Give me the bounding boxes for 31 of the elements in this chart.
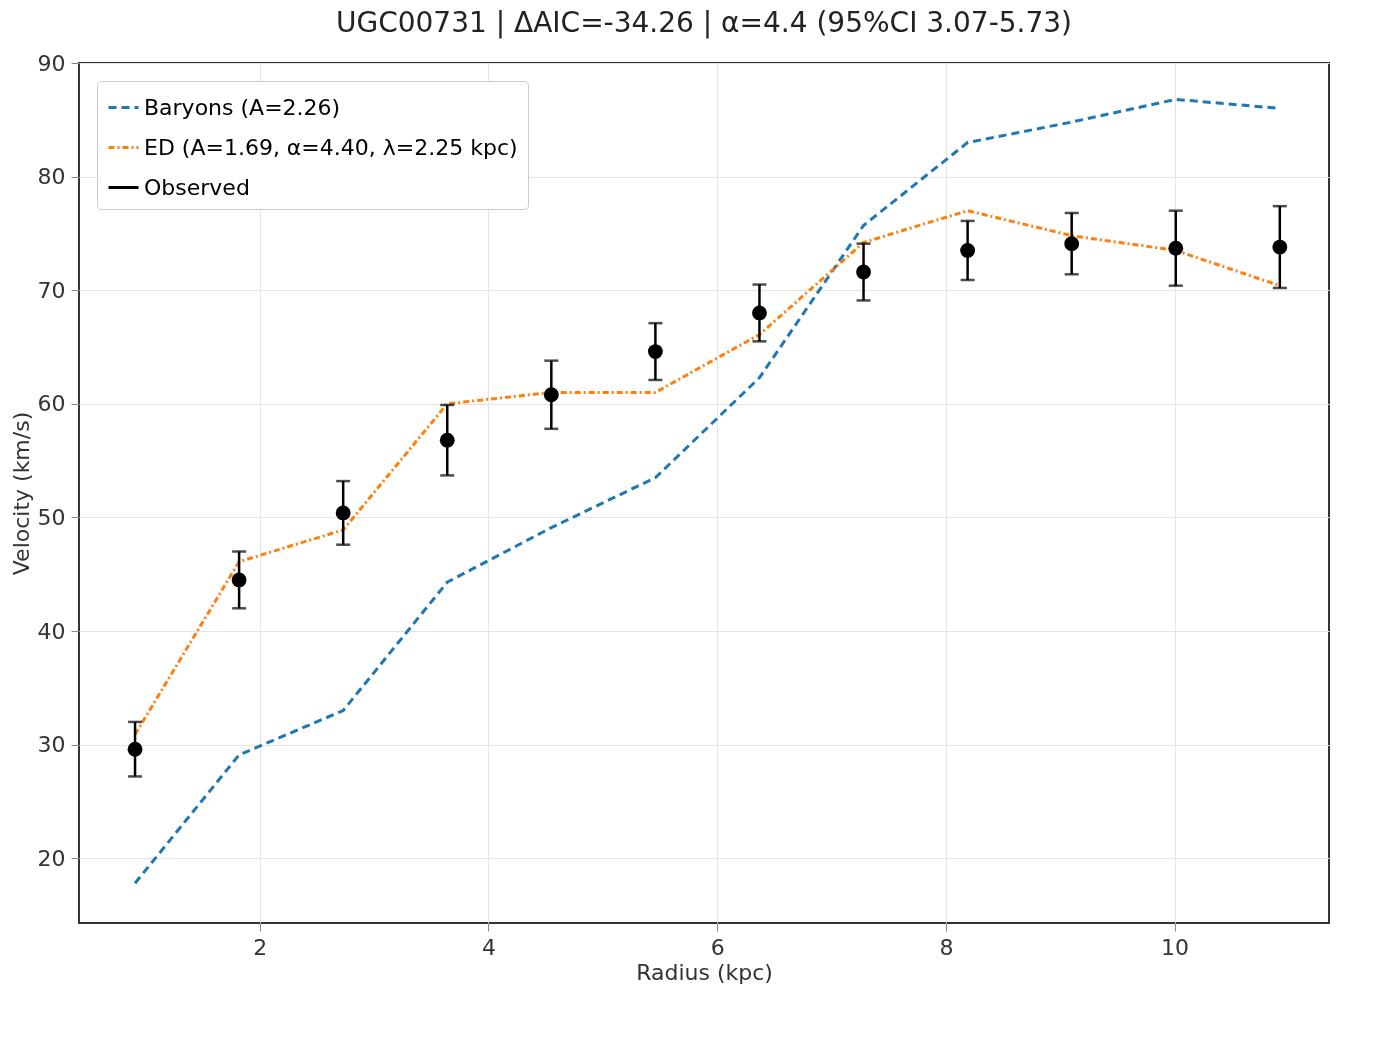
point [543,387,559,403]
y-axis-title: Velocity (km/s) [8,411,34,576]
point [647,344,663,359]
legend-label: Observed [144,174,250,200]
point [1168,240,1184,256]
x-tick-label: 6 [710,934,725,960]
y-tick-label: 40 [37,618,66,644]
point [1272,239,1288,255]
point [1064,236,1080,252]
x-axis-title: Radius (kpc) [636,959,773,985]
point [439,432,455,448]
legend-label: ED (A=1.69, α=4.40, λ=2.25 kpc) [144,134,518,160]
point [335,505,351,521]
chart-title: UGC00731 | ΔAIC=-34.26 | α=4.4 (95%CI 3.07-5.73) [335,6,1073,39]
point [231,572,247,588]
y-tick-label: 20 [37,845,66,871]
x-tick-label: 4 [481,934,496,960]
point [752,305,767,321]
point [856,264,871,280]
legend-label: Baryons (A=2.26) [144,94,341,120]
point [127,741,143,757]
x-tick-label: 8 [939,934,954,960]
y-tick-label: 60 [37,391,66,417]
y-tick-label: 50 [37,504,66,530]
y-tick-label: 90 [37,50,66,76]
y-tick-label: 70 [37,277,66,303]
x-tick-label: 10 [1161,934,1190,960]
x-tick-label: 2 [253,934,268,960]
point [960,243,976,258]
y-tick-label: 80 [37,164,66,190]
y-tick-label: 30 [37,732,66,758]
